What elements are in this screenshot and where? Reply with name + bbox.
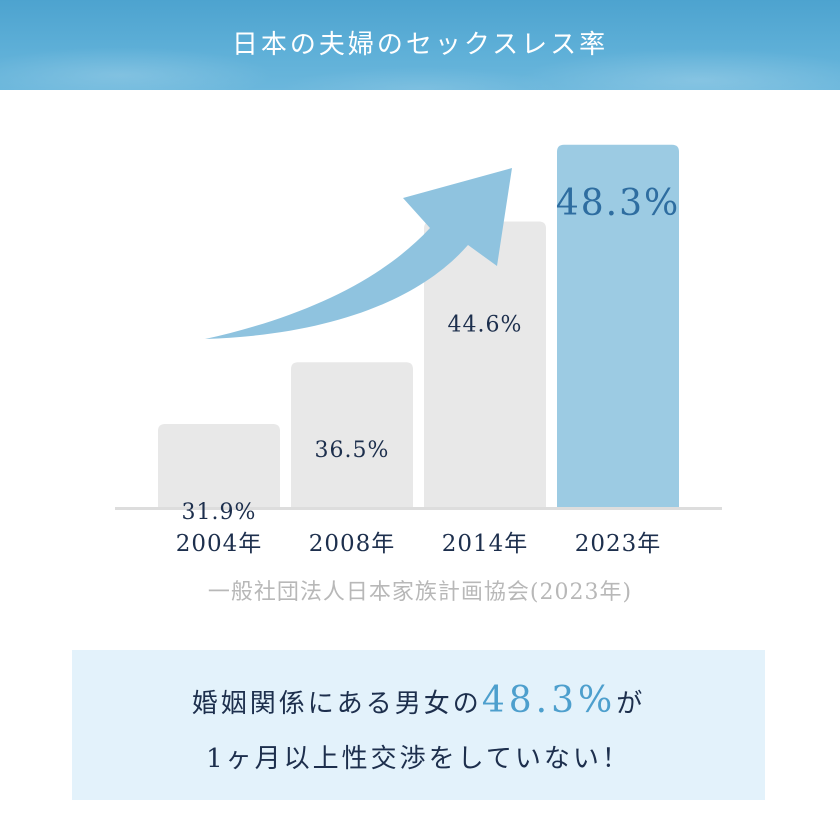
category-label-2: 2008年	[309, 531, 396, 557]
category-label-4: 2023年	[575, 531, 662, 557]
value-label-1: 31.9%	[182, 500, 257, 525]
bar-4	[557, 144, 679, 507]
bar-chart: 31.9% 2004年 36.5% 2008年 44.6% 2014年 48.3% 2023年	[115, 144, 722, 557]
trend-arrow-icon	[205, 168, 512, 339]
page-title: 日本の夫婦のセックスレス率	[231, 30, 609, 60]
bar-1	[158, 423, 280, 507]
banner-cloud-texture	[0, 0, 840, 90]
key-message-box: 婚姻関係にある男女の48.3%が 1ヶ月以上性交渉をしていない！	[72, 650, 765, 800]
message-line-2: 1ヶ月以上性交渉をしていない！	[206, 744, 631, 774]
value-label-3: 44.6%	[448, 313, 523, 338]
chart-labels: 31.9% 2004年 36.5% 2008年 44.6% 2014年 48.3% 2023年	[176, 183, 680, 557]
title-banner: 日本の夫婦のセックスレス率	[0, 0, 840, 90]
value-label-4: 48.3%	[556, 183, 680, 224]
message-text: 婚姻関係にある男女の	[191, 689, 482, 719]
message-line-1: 婚姻関係にある男女の48.3%が	[72, 680, 765, 721]
highlight-percentage: 48.3%	[481, 680, 617, 721]
value-label-2: 36.5%	[315, 438, 390, 463]
category-label-1: 2004年	[176, 531, 263, 557]
bars	[158, 144, 679, 507]
bar-3	[424, 221, 546, 507]
source-credit: 一般社団法人日本家族計画協会(2023年)	[207, 580, 633, 605]
bar-2	[291, 362, 413, 507]
message-text-suffix: が	[616, 689, 646, 719]
category-label-3: 2014年	[442, 531, 529, 557]
